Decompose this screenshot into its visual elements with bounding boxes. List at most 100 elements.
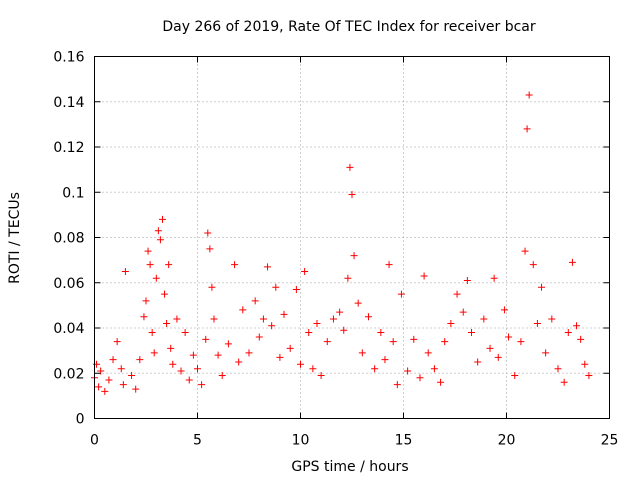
data-point (340, 326, 348, 334)
data-point (364, 313, 372, 321)
data-point (165, 261, 173, 269)
y-tick-label: 0 (76, 412, 85, 428)
data-point (144, 247, 152, 255)
data-point (393, 381, 401, 389)
y-axis-label: ROTI / TECUs (7, 192, 23, 284)
data-point (420, 272, 428, 280)
data-point (280, 310, 288, 318)
data-point (169, 360, 177, 368)
data-point (447, 319, 455, 327)
data-point (251, 297, 259, 305)
data-point (371, 365, 379, 373)
data-point (494, 353, 502, 361)
data-point (189, 351, 197, 359)
data-point (214, 351, 222, 359)
data-point (105, 376, 113, 384)
data-point (177, 367, 185, 375)
chart-title: Day 266 of 2019, Rate Of TEC Index for r… (162, 19, 536, 35)
x-axis-label: GPS time / hours (291, 459, 408, 475)
data-point (276, 353, 284, 361)
data-point (554, 365, 562, 373)
data-point (117, 365, 125, 373)
x-tick-label: 10 (292, 433, 310, 449)
data-point (97, 367, 105, 375)
data-point (113, 338, 121, 346)
data-point (511, 372, 519, 380)
data-point (173, 315, 181, 323)
data-point (548, 315, 556, 323)
data-point (235, 358, 243, 366)
data-point (210, 315, 218, 323)
data-point (109, 356, 117, 364)
data-point (146, 261, 154, 269)
data-point (463, 276, 471, 284)
y-tick-label: 0.06 (53, 276, 84, 292)
data-point (389, 338, 397, 346)
data-point (224, 340, 232, 348)
data-point (208, 283, 216, 291)
data-point (136, 356, 144, 364)
data-point (202, 335, 210, 343)
data-point (286, 344, 294, 352)
data-point (459, 308, 467, 316)
data-point (259, 315, 267, 323)
y-tick-label: 0.02 (53, 366, 84, 382)
y-tick-label: 0.14 (53, 95, 84, 111)
data-point (323, 338, 331, 346)
data-point (486, 344, 494, 352)
data-point (272, 283, 280, 291)
data-point (161, 290, 169, 298)
data-point (560, 378, 568, 386)
x-tick-label: 15 (395, 433, 413, 449)
x-tick-label: 25 (601, 433, 619, 449)
data-point (181, 329, 189, 337)
data-point (167, 344, 175, 352)
data-point (329, 315, 337, 323)
data-point (132, 385, 140, 393)
data-point (268, 322, 276, 330)
data-point (152, 274, 160, 282)
data-point (377, 329, 385, 337)
data-point (437, 378, 445, 386)
data-point (441, 338, 449, 346)
data-point (521, 247, 529, 255)
data-point (148, 329, 156, 337)
data-point (568, 258, 576, 266)
data-point (564, 329, 572, 337)
data-point (194, 365, 201, 373)
grid-lines (94, 56, 610, 419)
data-point (585, 372, 593, 380)
data-point (385, 261, 393, 269)
data-point (163, 319, 171, 327)
data-point (121, 267, 129, 275)
data-point (525, 91, 533, 99)
data-point (140, 313, 148, 321)
data-point (301, 267, 309, 275)
data-point (305, 329, 313, 337)
data-point (101, 387, 109, 395)
data-point (128, 372, 136, 380)
y-tick-label: 0.16 (53, 50, 84, 66)
data-point (533, 319, 541, 327)
data-points (91, 91, 593, 395)
data-point (344, 274, 352, 282)
data-point (119, 381, 127, 389)
data-point (577, 335, 585, 343)
data-point (404, 367, 412, 375)
data-point (542, 349, 550, 357)
data-point (350, 252, 358, 260)
data-point (245, 349, 253, 357)
data-point (523, 125, 531, 133)
data-point (346, 163, 354, 171)
data-point (297, 360, 304, 368)
data-point (474, 358, 482, 366)
data-point (198, 381, 206, 389)
data-point (336, 308, 344, 316)
data-point (231, 261, 239, 269)
data-point (467, 329, 475, 337)
data-point (505, 333, 513, 341)
data-point (292, 286, 300, 294)
data-point (150, 349, 158, 357)
data-point (430, 365, 438, 373)
data-point (424, 349, 432, 357)
